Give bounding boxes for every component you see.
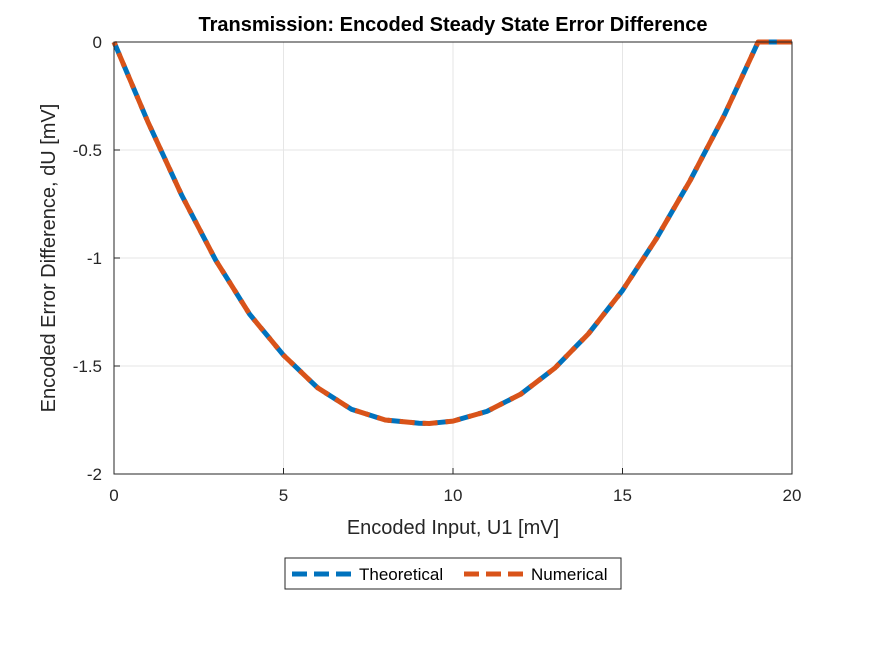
legend-label-theoretical: Theoretical [359, 565, 443, 584]
legend-label-numerical: Numerical [531, 565, 608, 584]
y-tick-label: -2 [87, 465, 102, 484]
x-tick-label: 15 [613, 486, 632, 505]
x-axis-label: Encoded Input, U1 [mV] [347, 517, 559, 539]
series-line-numerical [111, 39, 792, 426]
y-tick-labels: 0 -0.5 -1 -1.5 -2 [73, 33, 102, 484]
x-tick-label: 10 [444, 486, 463, 505]
x-tick-label: 0 [109, 486, 118, 505]
plot-frame [113, 41, 793, 475]
series-group [111, 39, 792, 426]
chart-title: Transmission: Encoded Steady State Error… [198, 14, 707, 36]
legend: Theoretical Numerical [284, 557, 622, 590]
x-tick-labels: 0 5 10 15 20 [109, 486, 801, 505]
x-tick-label: 5 [279, 486, 288, 505]
x-tick-label: 20 [783, 486, 802, 505]
y-tick-label: -0.5 [73, 141, 102, 160]
y-tick-label: -1 [87, 249, 102, 268]
y-axis-label: Encoded Error Difference, dU [mV] [38, 104, 60, 413]
y-tick-label: -1.5 [73, 357, 102, 376]
y-tick-label: 0 [93, 33, 102, 52]
